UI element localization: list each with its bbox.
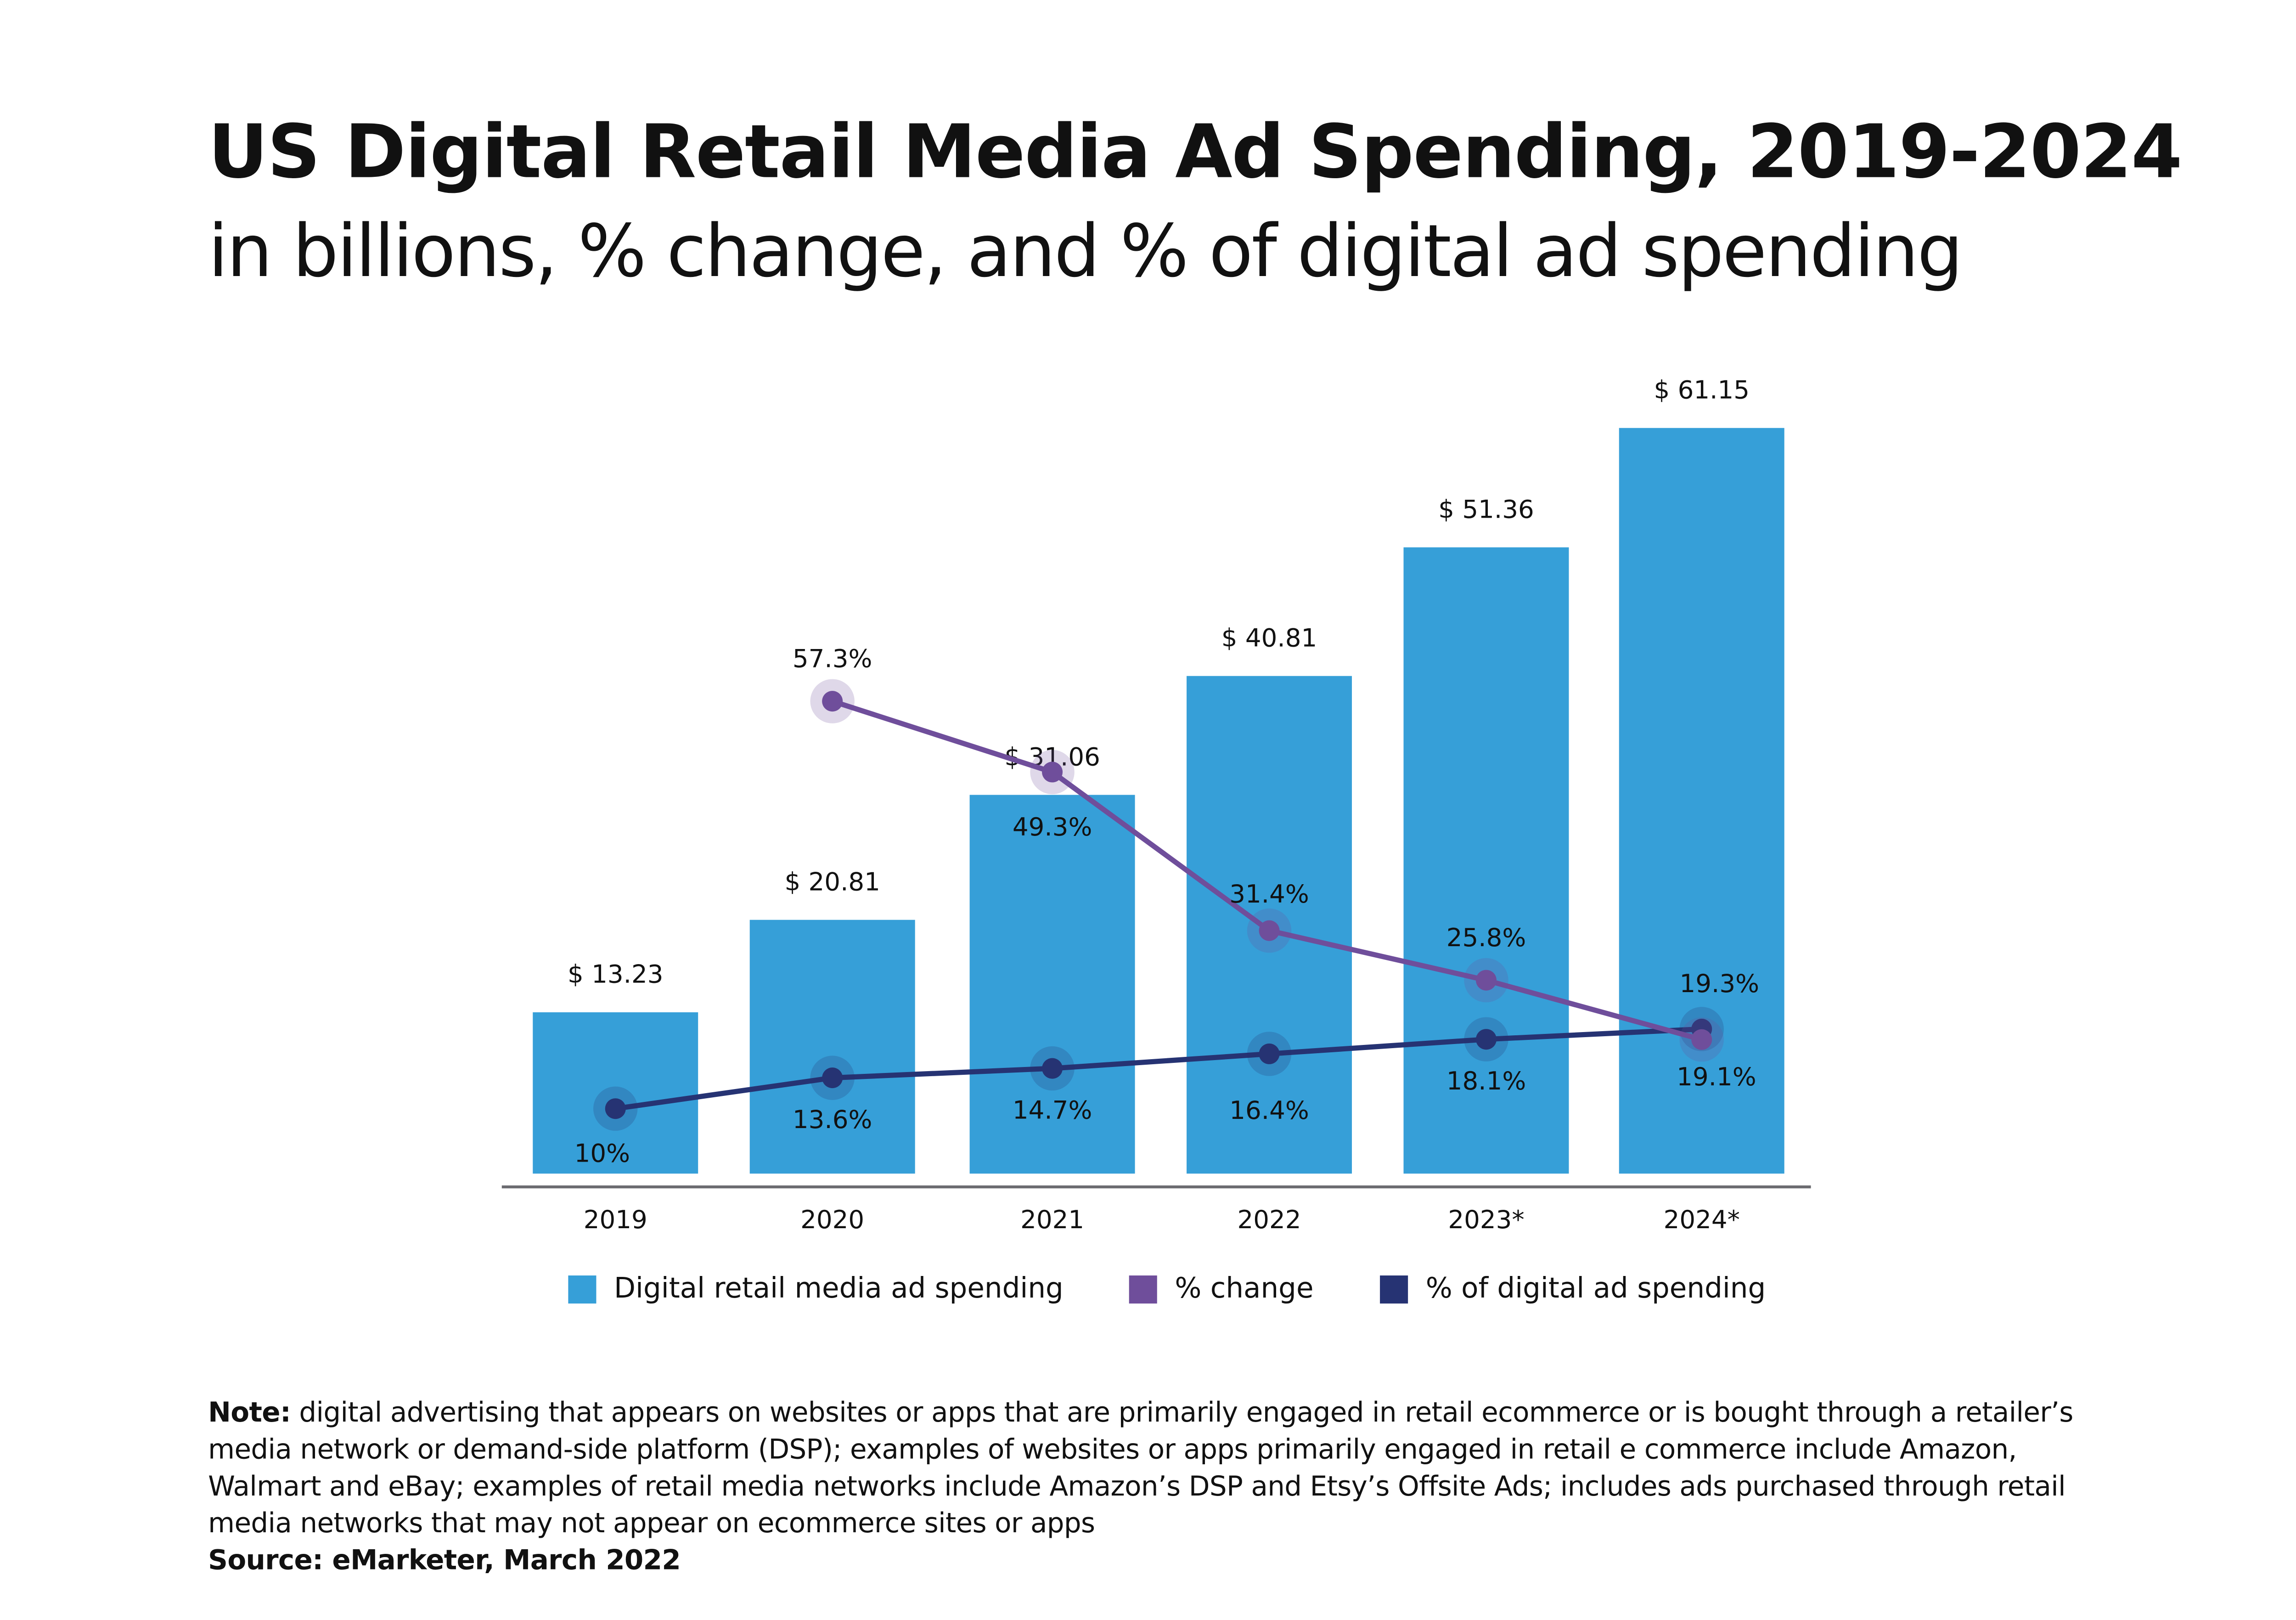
share-value-label: 19.3% (1680, 969, 1760, 998)
x-tick-label: 2024* (1664, 1205, 1740, 1234)
change-point (822, 691, 843, 712)
bar-2019 (533, 1012, 698, 1174)
x-tick-label: 2023* (1448, 1205, 1524, 1234)
share-line (615, 1026, 1702, 1112)
share-point (1259, 1043, 1280, 1064)
chart-subtitle: in billions, % change, and % of digital … (208, 209, 1963, 294)
share-value-label: 13.6% (793, 1105, 872, 1134)
legend-item-change: % change (1129, 1272, 1314, 1305)
share-point (1476, 1029, 1497, 1050)
x-tick-label: 2019 (584, 1205, 647, 1234)
legend-item-spending: Digital retail media ad spending (568, 1272, 1064, 1305)
chart-title: US Digital Retail Media Ad Spending, 201… (208, 109, 2183, 195)
x-tick-label: 2021 (1020, 1205, 1084, 1234)
change-point (1691, 1029, 1712, 1050)
legend-swatch-share (1380, 1275, 1408, 1303)
share-value-label: 18.1% (1446, 1066, 1526, 1095)
x-tick-label: 2022 (1238, 1205, 1301, 1234)
note-label: Note: (208, 1398, 291, 1429)
legend-label-share: % of digital ad spending (1425, 1272, 1766, 1305)
bar-value-label: $ 51.36 (1438, 494, 1534, 524)
share-point (605, 1098, 626, 1119)
share-point (1042, 1058, 1063, 1079)
bar-value-label: $ 40.81 (1221, 623, 1317, 652)
legend-swatch-spending (568, 1275, 597, 1303)
note-text: digital advertising that appears on webs… (208, 1398, 2073, 1540)
change-value-label: 49.3% (1013, 812, 1092, 841)
x-tick-label: 2020 (800, 1205, 864, 1234)
bar-2020 (749, 920, 915, 1174)
legend-swatch-change (1129, 1275, 1157, 1303)
chart-plot: $ 13.23$ 20.81$ 31.06$ 40.81$ 51.36$ 61.… (501, 375, 1811, 1234)
bar-2021 (969, 795, 1135, 1174)
share-value-label: 14.7% (1013, 1095, 1092, 1124)
change-value-label: 31.4% (1229, 879, 1309, 909)
bar-value-label: $ 61.15 (1654, 375, 1750, 404)
share-value-label: 10% (574, 1138, 630, 1168)
share-point (822, 1067, 843, 1089)
change-point (1259, 920, 1280, 941)
change-point (1042, 762, 1063, 783)
change-value-label: 57.3% (793, 644, 872, 673)
source-text: Source: eMarketer, March 2022 (208, 1546, 681, 1577)
change-value-label: 25.8% (1446, 923, 1526, 952)
legend-item-share: % of digital ad spending (1380, 1272, 1766, 1305)
change-value-label: 19.1% (1677, 1062, 1756, 1091)
footnote: Note: digital advertising that appears o… (208, 1395, 2112, 1580)
bar-value-label: $ 20.81 (784, 867, 880, 896)
legend-label-change: % change (1175, 1272, 1314, 1305)
bar-value-label: $ 13.23 (568, 960, 664, 989)
legend-label-spending: Digital retail media ad spending (614, 1272, 1064, 1305)
share-value-label: 16.4% (1229, 1095, 1309, 1125)
bar-2023* (1403, 547, 1569, 1174)
change-point (1476, 970, 1497, 991)
